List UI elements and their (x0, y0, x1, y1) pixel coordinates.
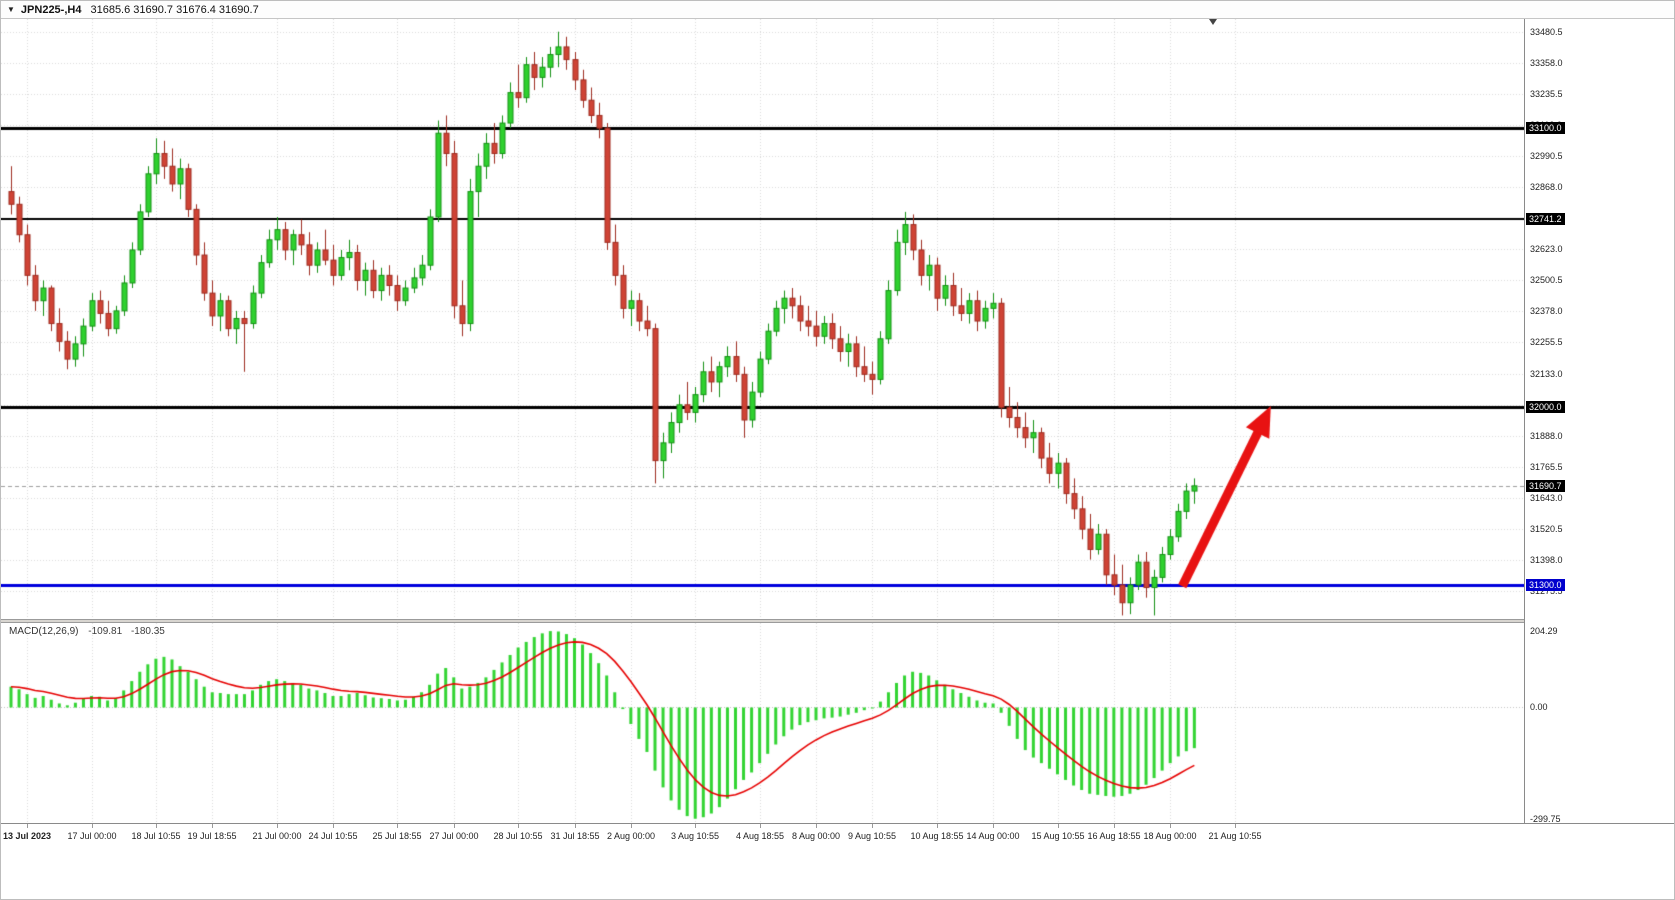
time-tick-mark (1114, 824, 1115, 828)
time-tick-mark (92, 824, 93, 828)
price-level-tag: 32000.0 (1526, 401, 1565, 413)
time-tick-mark (156, 824, 157, 828)
time-axis-label: 17 Jul 00:00 (67, 831, 117, 841)
time-axis-label: 21 Aug 10:55 (1208, 831, 1262, 841)
price-tick-label: 32378.0 (1530, 306, 1563, 316)
time-axis-label: 18 Aug 00:00 (1143, 831, 1197, 841)
time-axis-label: 27 Jul 00:00 (429, 831, 479, 841)
price-tick-label: 32623.0 (1530, 244, 1563, 254)
time-axis-label: 25 Jul 18:55 (372, 831, 422, 841)
price-tick-label: 31520.5 (1530, 524, 1563, 534)
price-tick-label: 31765.5 (1530, 462, 1563, 472)
price-tick-label: 32255.5 (1530, 337, 1563, 347)
time-tick-mark (695, 824, 696, 828)
time-axis-label: 3 Aug 10:55 (670, 831, 720, 841)
symbol-dropdown-icon[interactable]: ▼ (7, 5, 15, 14)
price-chart-canvas[interactable] (1, 19, 1524, 619)
time-axis-label: 4 Aug 18:55 (735, 831, 785, 841)
macd-main-value: -109.81 (88, 626, 123, 637)
time-axis-label: 10 Aug 18:55 (910, 831, 964, 841)
time-tick-mark (397, 824, 398, 828)
time-tick-mark (631, 824, 632, 828)
time-axis-label: 15 Aug 10:55 (1031, 831, 1085, 841)
time-axis-label: 16 Aug 18:55 (1087, 831, 1141, 841)
chart-title-symbol: JPN225-,H4 (20, 3, 82, 16)
price-level-tag: 33100.0 (1526, 122, 1565, 134)
chart-shift-marker-icon[interactable] (1209, 19, 1217, 25)
time-axis-label: 8 Aug 00:00 (791, 831, 841, 841)
price-tick-label: 32500.5 (1530, 275, 1563, 285)
time-tick-mark (333, 824, 334, 828)
price-tick-label: 31398.0 (1530, 555, 1563, 565)
macd-signal-value: -180.35 (130, 626, 165, 637)
time-tick-mark (277, 824, 278, 828)
time-tick-mark (872, 824, 873, 828)
macd-tick-label: 204.29 (1530, 626, 1558, 636)
price-level-tag: 31300.0 (1526, 579, 1565, 591)
time-axis-label: 18 Jul 10:55 (131, 831, 181, 841)
time-axis[interactable]: 13 Jul 2023 17 Jul 00:00 18 Jul 10:55 19 Ju… (1, 823, 1674, 847)
macd-tick-label: 0.00 (1530, 702, 1548, 712)
macd-tick-label: -299.75 (1530, 814, 1561, 823)
time-axis-label: 2 Aug 00:00 (606, 831, 656, 841)
time-axis-label: 24 Jul 10:55 (308, 831, 358, 841)
price-tick-label: 33480.5 (1530, 27, 1563, 37)
time-axis-label: 14 Aug 00:00 (966, 831, 1020, 841)
macd-indicator-label: MACD(12,26,9) -109.81 -180.35 (9, 626, 165, 637)
price-tick-label: 32990.5 (1530, 151, 1563, 161)
macd-name: MACD(12,26,9) (9, 626, 79, 637)
time-tick-mark (993, 824, 994, 828)
time-tick-mark (27, 824, 28, 828)
chart-title-bar: ▼ JPN225-,H4 31685.6 31690.7 31676.4 316… (1, 1, 1674, 19)
time-tick-mark (454, 824, 455, 828)
time-tick-mark (816, 824, 817, 828)
pane-splitter[interactable] (1, 619, 1674, 623)
time-axis-label: 21 Jul 00:00 (252, 831, 302, 841)
time-axis-label: 13 Jul 2023 (2, 831, 52, 841)
time-tick-mark (760, 824, 761, 828)
time-tick-mark (1235, 824, 1236, 828)
time-axis-label: 31 Jul 18:55 (550, 831, 600, 841)
price-chart-pane[interactable] (1, 19, 1524, 619)
price-tick-label: 31643.0 (1530, 493, 1563, 503)
time-tick-mark (1170, 824, 1171, 828)
time-tick-mark (937, 824, 938, 828)
price-level-tag: 31690.7 (1526, 480, 1565, 492)
time-axis-label: 19 Jul 18:55 (187, 831, 237, 841)
price-tick-label: 33358.0 (1530, 58, 1563, 68)
time-tick-mark (212, 824, 213, 828)
macd-canvas[interactable] (1, 623, 1524, 823)
price-tick-label: 32868.0 (1530, 182, 1563, 192)
price-tick-label: 31275.5 (1530, 586, 1563, 596)
time-axis-label: 9 Aug 10:55 (847, 831, 897, 841)
price-tick-label: 33235.5 (1530, 89, 1563, 99)
price-axis[interactable]: 33480.533358.033235.533113.032990.532868… (1524, 19, 1674, 823)
macd-indicator-pane[interactable]: MACD(12,26,9) -109.81 -180.35 (1, 623, 1524, 823)
chart-title-ohlc: 31685.6 31690.7 31676.4 31690.7 (90, 3, 259, 16)
price-level-tag: 32741.2 (1526, 213, 1565, 225)
time-tick-mark (1058, 824, 1059, 828)
price-tick-label: 31888.0 (1530, 431, 1563, 441)
time-axis-label: 28 Jul 10:55 (493, 831, 543, 841)
time-tick-mark (518, 824, 519, 828)
price-tick-label: 32133.0 (1530, 369, 1563, 379)
time-tick-mark (575, 824, 576, 828)
